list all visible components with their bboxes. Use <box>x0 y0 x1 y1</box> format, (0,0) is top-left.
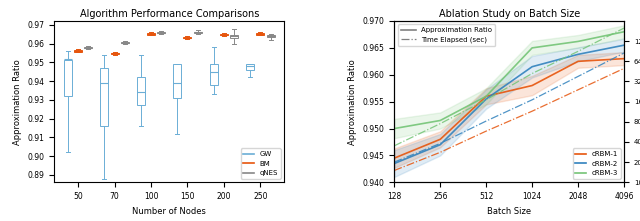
X-axis label: Number of Nodes: Number of Nodes <box>132 207 206 216</box>
Y-axis label: Approximation Ratio: Approximation Ratio <box>348 59 357 145</box>
Legend: GW, BM, qNES: GW, BM, qNES <box>241 148 280 179</box>
Title: Ablation Study on Batch Size: Ablation Study on Batch Size <box>438 9 580 19</box>
Y-axis label: Approximation Ratio: Approximation Ratio <box>13 59 22 145</box>
Legend: cRBM-1, cRBM-2, cRBM-3: cRBM-1, cRBM-2, cRBM-3 <box>573 148 621 179</box>
Title: Algorithm Performance Comparisons: Algorithm Performance Comparisons <box>79 9 259 19</box>
X-axis label: Batch Size: Batch Size <box>487 207 531 216</box>
